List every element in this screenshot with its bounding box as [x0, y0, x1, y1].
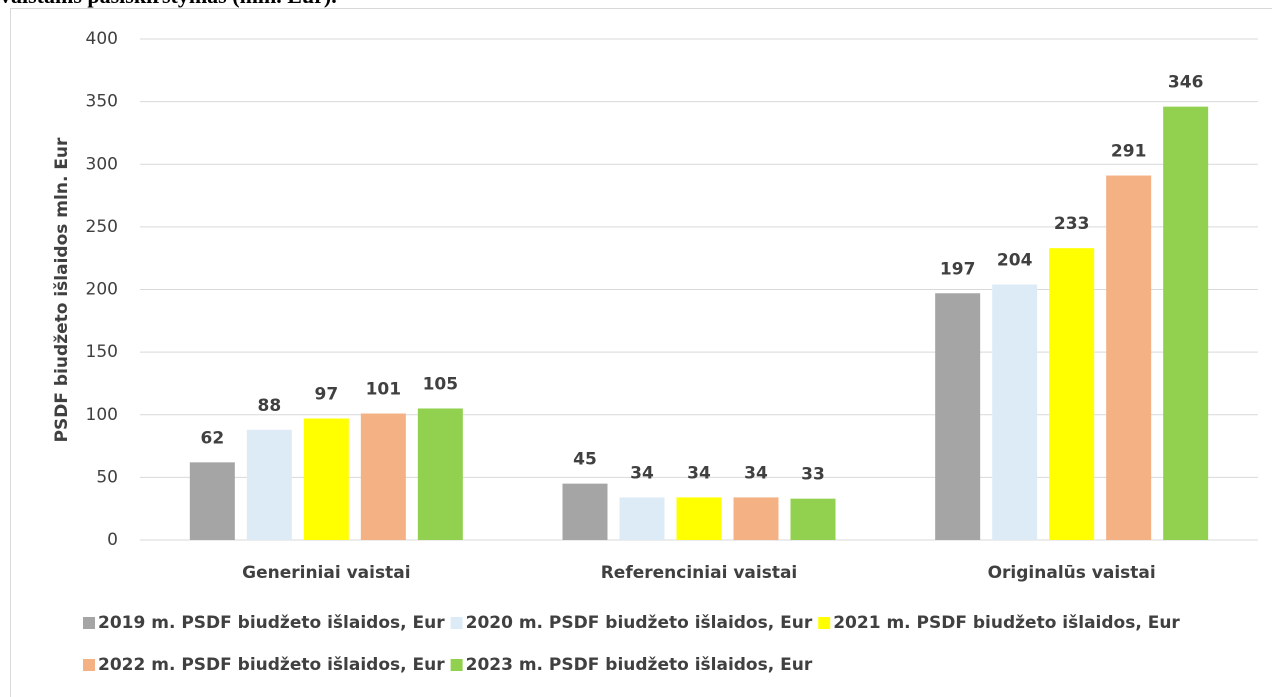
legend-label: 2023 m. PSDF biudžeto išlaidos, Eur [466, 655, 813, 675]
bar [790, 498, 836, 540]
data-label: 346 [1168, 73, 1204, 93]
bar [246, 429, 292, 540]
y-tick-label: 150 [86, 342, 118, 362]
legend-swatch [818, 617, 831, 629]
data-label: 204 [997, 250, 1033, 270]
data-label: 34 [687, 463, 711, 483]
legend-swatch [450, 659, 463, 671]
data-label: 45 [573, 450, 597, 470]
bar [676, 497, 722, 540]
legend-label: 2019 m. PSDF biudžeto išlaidos, Eur [98, 613, 445, 633]
data-label: 105 [423, 374, 459, 394]
data-label: 33 [801, 465, 825, 485]
data-label: 233 [1054, 214, 1090, 234]
y-tick-label: 400 [86, 29, 118, 49]
data-label: 197 [940, 259, 976, 279]
bar [562, 483, 608, 540]
x-tick-label: Originalūs vaistai [988, 563, 1156, 583]
legend-swatch [450, 617, 463, 629]
bar [1163, 106, 1209, 540]
bar [935, 293, 981, 540]
data-label: 291 [1111, 142, 1147, 162]
bar [417, 408, 463, 540]
y-tick-label: 300 [86, 154, 118, 174]
x-tick-label: Referenciniai vaistai [601, 563, 798, 583]
bar [189, 462, 235, 540]
bar [1106, 175, 1152, 540]
y-tick-label: 100 [86, 405, 118, 425]
data-label: 97 [314, 385, 338, 405]
bar [992, 284, 1038, 540]
y-tick-label: 250 [86, 217, 118, 237]
legend-label: 2020 m. PSDF biudžeto išlaidos, Eur [466, 613, 813, 633]
bar [303, 418, 349, 540]
legend-swatch [83, 659, 95, 671]
legend-label: 2021 m. PSDF biudžeto išlaidos, Eur [833, 613, 1180, 633]
data-label: 34 [744, 463, 768, 483]
bar [360, 413, 406, 540]
chart-title: vaistams pasiskirstymas (mln. Eur). [0, 0, 337, 8]
legend-label: 2022 m. PSDF biudžeto išlaidos, Eur [98, 655, 445, 675]
data-label: 101 [366, 379, 402, 399]
bar [619, 497, 665, 540]
data-label: 62 [200, 428, 224, 448]
y-tick-label: 350 [86, 92, 118, 112]
y-tick-label: 200 [86, 280, 118, 300]
y-axis-label: PSDF biudžeto išlaidos mln. Eur [52, 137, 72, 442]
legend-swatch [83, 617, 95, 629]
bar [1049, 248, 1095, 541]
x-tick-label: Generiniai vaistai [242, 563, 410, 583]
y-tick-label: 0 [107, 530, 118, 550]
bar [733, 497, 779, 540]
y-tick-label: 50 [96, 467, 118, 487]
data-label: 88 [257, 396, 281, 416]
data-label: 34 [630, 463, 654, 483]
